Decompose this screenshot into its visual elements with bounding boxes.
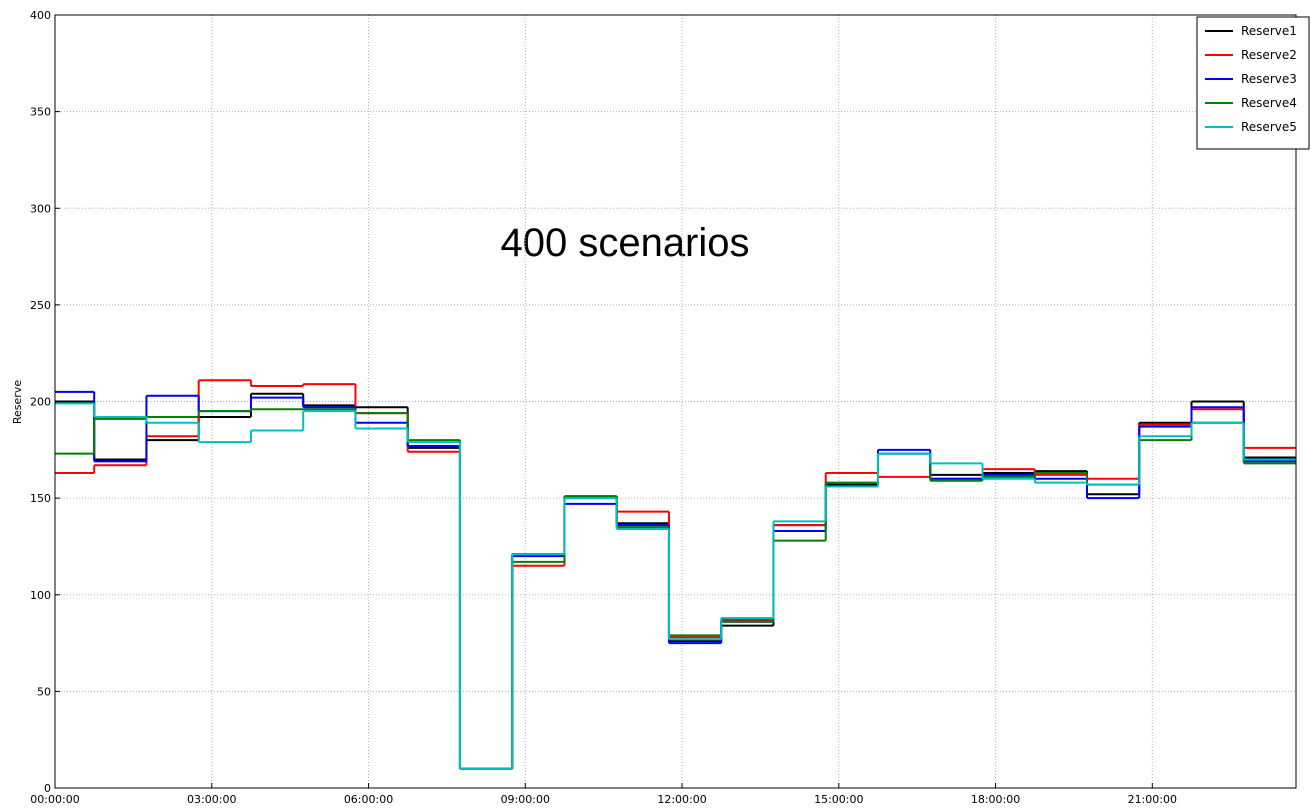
x-tick-label: 06:00:00 [344, 793, 393, 806]
y-tick-label: 400 [30, 9, 51, 22]
series [55, 390, 1296, 770]
x-tick-label: 00:00:00 [30, 793, 79, 806]
y-axis-label: Reserve [11, 380, 24, 424]
y-tick-label: 0 [44, 782, 51, 795]
x-tick-label: 09:00:00 [501, 793, 550, 806]
x-tick-label: 12:00:00 [657, 793, 706, 806]
legend-label: Reserve4 [1241, 96, 1297, 110]
annotation: 400 scenarios [500, 221, 749, 265]
y-tick-label: 250 [30, 299, 51, 312]
legend-label: Reserve3 [1241, 72, 1297, 86]
legend: Reserve1 Reserve2 Reserve3 Reserve4 Reserve5 [1196, 16, 1310, 150]
y-tick-label: 50 [37, 685, 51, 698]
legend-label: Reserve5 [1241, 120, 1297, 134]
x-tick-label: 15:00:00 [814, 793, 863, 806]
x-tick-label: 18:00:00 [971, 793, 1020, 806]
y-tick-label: 200 [30, 396, 51, 409]
y-tick-label: 300 [30, 202, 51, 215]
series [55, 392, 1296, 770]
y-tick-label: 350 [30, 106, 51, 119]
y-tick-label: 100 [30, 589, 51, 602]
y-tick-label: 150 [30, 492, 51, 505]
series [55, 402, 1296, 770]
series [55, 379, 1296, 770]
plot-frame [54, 14, 1297, 789]
series [55, 408, 1296, 770]
x-tick-label: 21:00:00 [1128, 793, 1177, 806]
legend-label: Reserve2 [1241, 48, 1297, 62]
legend-label: Reserve1 [1241, 24, 1297, 38]
x-tick-label: 03:00:00 [187, 793, 236, 806]
